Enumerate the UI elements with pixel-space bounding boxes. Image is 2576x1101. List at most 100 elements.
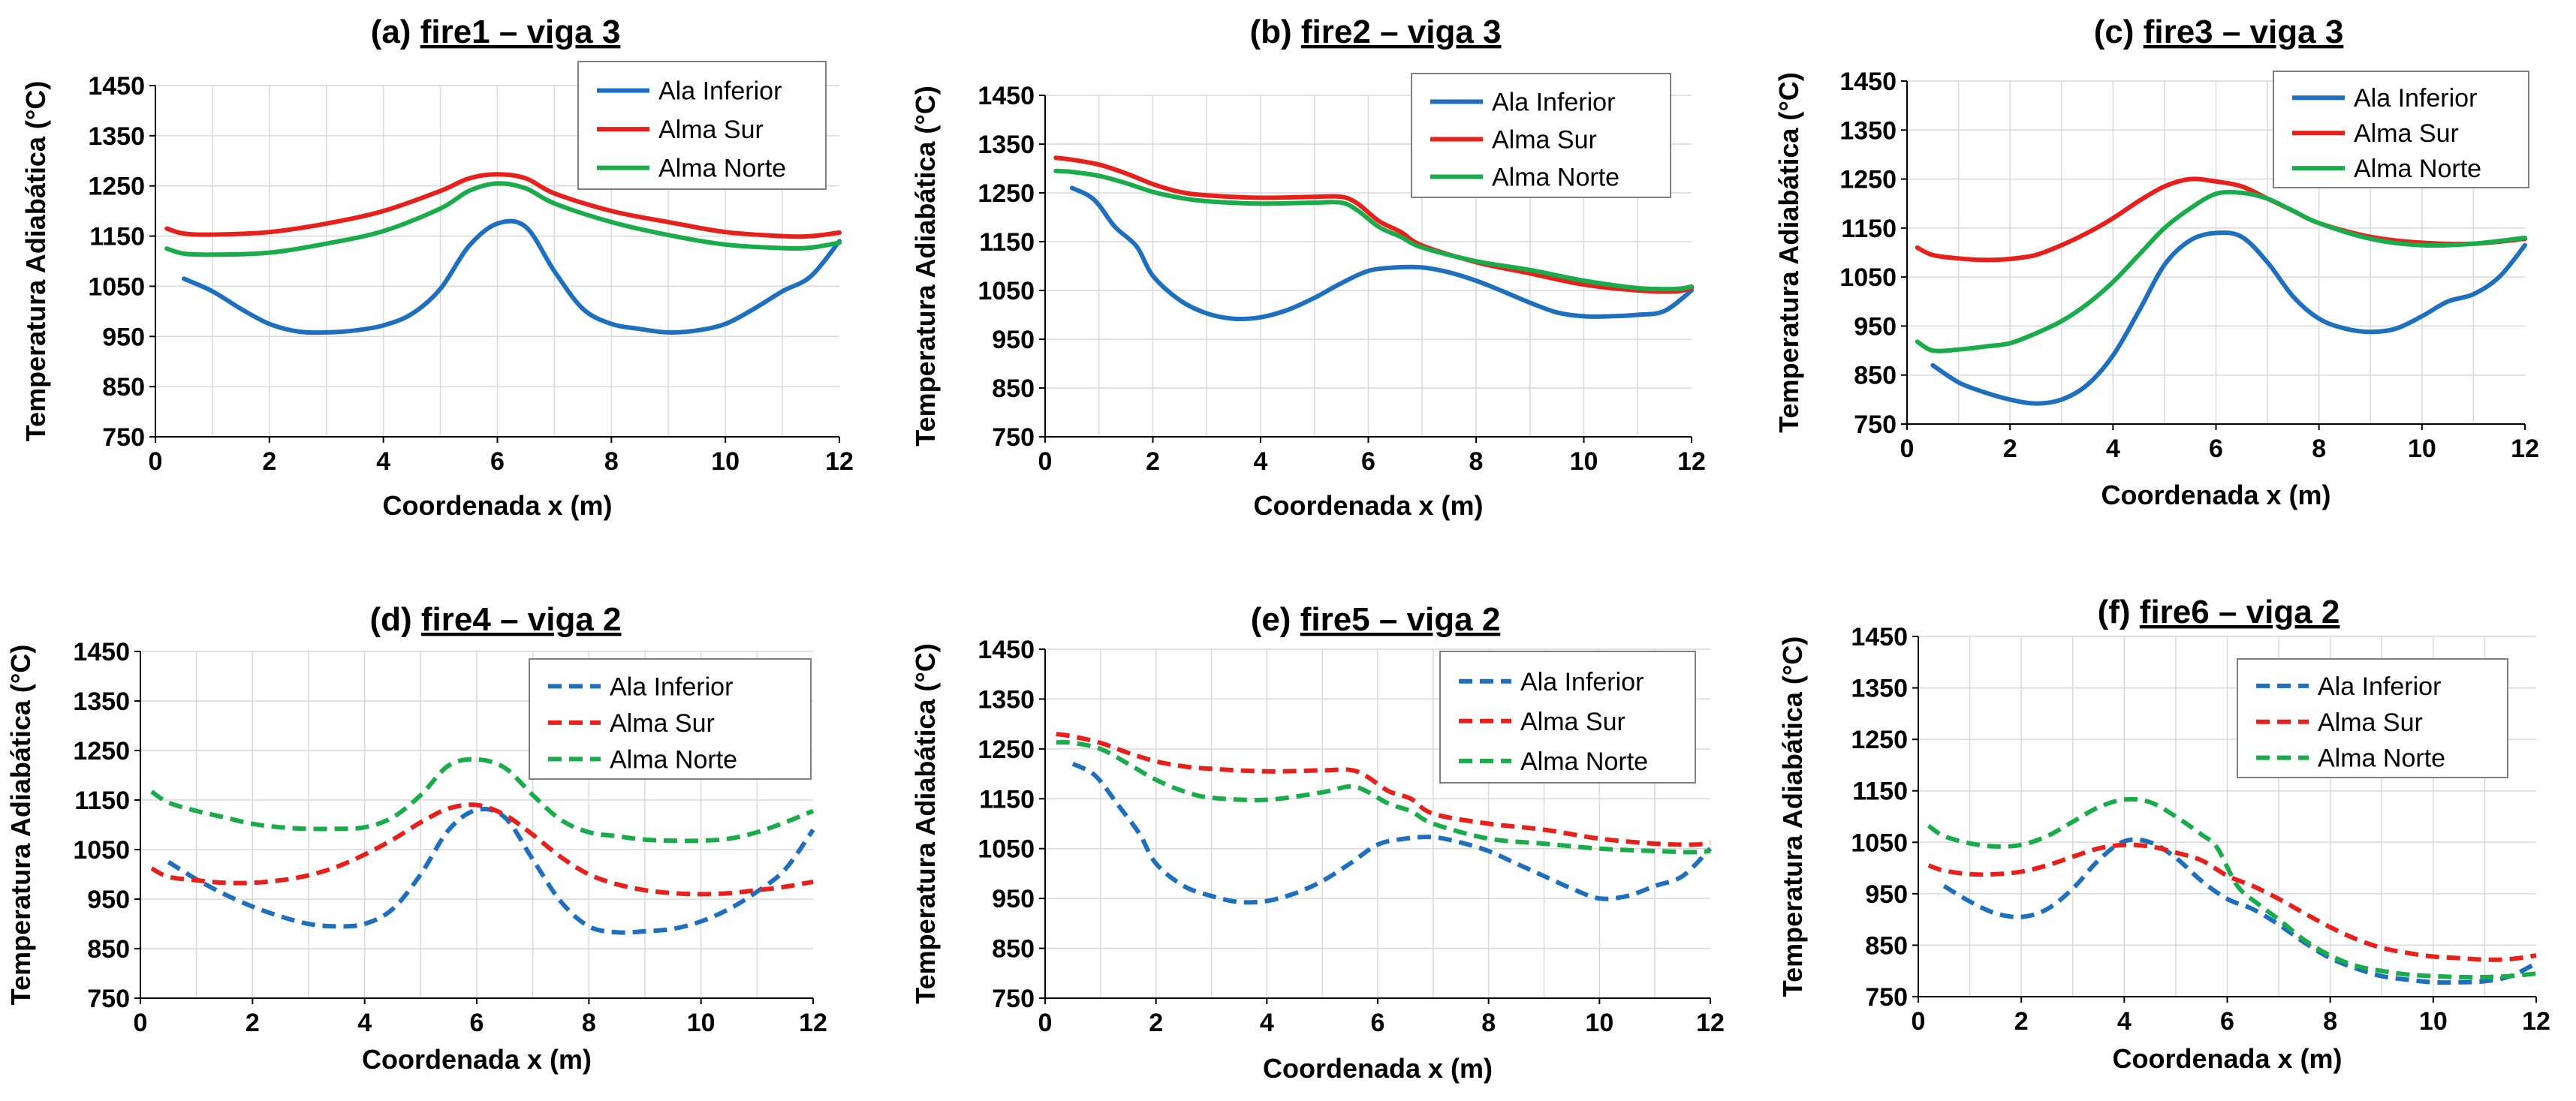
y-tick-label: 1450 bbox=[978, 82, 1035, 110]
x-tick-label: 2 bbox=[246, 1009, 260, 1037]
y-tick-label: 950 bbox=[102, 323, 145, 351]
legend-entry-alma-norte: Alma Norte bbox=[658, 155, 786, 183]
x-tick-label: 8 bbox=[582, 1009, 596, 1037]
chart-panel: 750 850 950 1050 1150 1250 1350 1450 0 2 4 6 8 10 12 Co… bbox=[1777, 594, 2550, 1074]
series-line-alma-sur bbox=[1053, 155, 1694, 294]
legend-entry-ala-inferior: Ala Inferior bbox=[610, 672, 733, 701]
x-tick-label: 0 bbox=[1038, 1009, 1053, 1037]
x-tick-label: 12 bbox=[799, 1009, 827, 1037]
y-tick-label: 850 bbox=[102, 373, 145, 402]
y-tick-label: 750 bbox=[102, 423, 145, 452]
series-line-alma-norte bbox=[1927, 796, 2537, 980]
y-tick-label: 850 bbox=[87, 935, 130, 964]
x-tick-label: 6 bbox=[490, 447, 505, 476]
legend-entry-alma-norte: Alma Norte bbox=[2354, 155, 2481, 183]
x-tick-label: 8 bbox=[2323, 1007, 2337, 1036]
chart-title-space bbox=[2134, 14, 2143, 50]
x-axis-label: Coordenada x (m) bbox=[362, 1044, 592, 1075]
y-tick-label: 850 bbox=[992, 375, 1035, 403]
legend-entry-ala-inferior: Ala Inferior bbox=[2354, 84, 2477, 113]
x-tick-label: 6 bbox=[2220, 1007, 2234, 1036]
chart-panel: 750 850 950 1050 1150 1250 1350 1450 0 2 4 6 8 10 12 Co… bbox=[5, 601, 827, 1075]
chart-title: (f) fire6 – viga 2 bbox=[2098, 594, 2340, 630]
legend: Ala Inferior Alma Sur Alma Norte bbox=[1439, 651, 1696, 784]
x-tick-label: 0 bbox=[149, 447, 163, 476]
legend-entry-alma-sur: Alma Sur bbox=[610, 709, 715, 738]
y-tick-label: 750 bbox=[87, 985, 130, 1013]
y-tick-label: 1250 bbox=[978, 179, 1035, 208]
x-tick-label: 4 bbox=[2106, 435, 2120, 463]
y-tick-label: 850 bbox=[992, 935, 1035, 964]
y-tick-label: 1450 bbox=[1851, 623, 1908, 651]
x-tick-label: 10 bbox=[2408, 435, 2436, 463]
x-tick-label: 8 bbox=[1469, 447, 1484, 476]
y-tick-label: 1050 bbox=[1851, 829, 1908, 857]
series-line-alma-sur bbox=[1927, 842, 2537, 962]
y-tick-label: 750 bbox=[992, 985, 1035, 1013]
x-tick-label: 12 bbox=[2522, 1007, 2550, 1036]
series-line-alma-norte bbox=[164, 181, 842, 257]
x-tick-label: 12 bbox=[1696, 1009, 1725, 1037]
chart-title: (e) fire5 – viga 2 bbox=[1251, 601, 1501, 638]
series-line-alma-sur bbox=[150, 802, 814, 897]
chart-title-prefix: (f) bbox=[2098, 594, 2131, 630]
series-line-ala-inferior bbox=[1069, 185, 1694, 322]
x-tick-label: 6 bbox=[1361, 447, 1375, 476]
series-line-alma-norte bbox=[150, 757, 815, 844]
y-tick-label: 750 bbox=[1854, 411, 1897, 439]
series-line-alma-sur bbox=[164, 172, 842, 239]
x-tick-label: 8 bbox=[604, 447, 619, 476]
legend-entry-alma-norte: Alma Norte bbox=[1520, 748, 1648, 776]
legend-entry-ala-inferior: Ala Inferior bbox=[658, 77, 782, 106]
x-tick-label: 10 bbox=[687, 1009, 716, 1037]
x-tick-label: 4 bbox=[357, 1009, 372, 1037]
chart-title-prefix: (c) bbox=[2094, 14, 2135, 50]
chart-title: (a) fire1 – viga 3 bbox=[371, 14, 621, 50]
legend-entry-alma-norte: Alma Norte bbox=[2318, 745, 2445, 773]
series-line-alma-norte bbox=[1915, 189, 2527, 353]
x-tick-label: 10 bbox=[1570, 447, 1598, 476]
y-tick-label: 1250 bbox=[1839, 166, 1897, 194]
y-tick-label: 950 bbox=[87, 886, 130, 914]
x-tick-label: 4 bbox=[2117, 1007, 2132, 1036]
chart-panel: 750 850 950 1050 1150 1250 1350 1450 0 2 4 6 8 10 12 Co… bbox=[1773, 14, 2539, 510]
x-tick-label: 0 bbox=[1912, 1007, 1926, 1036]
legend-entry-alma-sur: Alma Sur bbox=[2354, 119, 2459, 148]
series-line-alma-norte bbox=[1053, 168, 1694, 292]
legend: Ala Inferior Alma Sur Alma Norte bbox=[2273, 71, 2529, 188]
y-tick-label: 1450 bbox=[73, 638, 130, 666]
y-tick-label: 1150 bbox=[979, 228, 1035, 257]
chart-title-main: fire5 – viga 2 bbox=[1300, 601, 1501, 638]
y-tick-label: 750 bbox=[992, 423, 1035, 452]
y-tick-label: 1250 bbox=[978, 736, 1035, 764]
x-tick-label: 2 bbox=[1146, 447, 1160, 476]
x-tick-label: 12 bbox=[1677, 447, 1706, 476]
chart-title-main: fire4 – viga 2 bbox=[421, 601, 622, 638]
legend: Ala Inferior Alma Sur Alma Norte bbox=[2237, 658, 2508, 778]
y-tick-label: 1050 bbox=[73, 836, 130, 865]
series-line-ala-inferior bbox=[167, 807, 815, 935]
chart-title-prefix: (b) bbox=[1249, 14, 1291, 50]
x-axis-label: Coordenada x (m) bbox=[2112, 1043, 2342, 1074]
x-tick-label: 4 bbox=[1254, 447, 1268, 476]
series-line-ala-inferior bbox=[1930, 230, 2527, 406]
y-tick-label: 1150 bbox=[74, 787, 130, 815]
x-tick-label: 10 bbox=[2419, 1007, 2448, 1036]
legend-entry-alma-sur: Alma Sur bbox=[658, 116, 764, 144]
legend-entry-alma-sur: Alma Sur bbox=[1520, 708, 1625, 736]
y-tick-label: 950 bbox=[992, 326, 1035, 354]
chart-title-space bbox=[412, 601, 421, 638]
chart-title-main: fire2 – viga 3 bbox=[1301, 14, 1502, 50]
series-line-ala-inferior bbox=[1942, 837, 2538, 985]
series-line-alma-norte bbox=[1056, 740, 1711, 855]
y-axis-label: Temperatura Adiabática (°C) bbox=[20, 81, 51, 442]
x-tick-label: 10 bbox=[1585, 1009, 1613, 1037]
y-tick-label: 1350 bbox=[88, 122, 145, 151]
chart-title-prefix: (e) bbox=[1251, 601, 1291, 638]
y-tick-label: 1450 bbox=[1839, 68, 1897, 96]
x-tick-label: 0 bbox=[1038, 447, 1053, 476]
y-axis-label: Temperatura Adiabática (°C) bbox=[910, 643, 941, 1004]
y-tick-label: 1050 bbox=[88, 272, 145, 301]
chart-title-main: fire3 – viga 3 bbox=[2144, 14, 2344, 50]
y-tick-label: 1250 bbox=[88, 173, 145, 201]
